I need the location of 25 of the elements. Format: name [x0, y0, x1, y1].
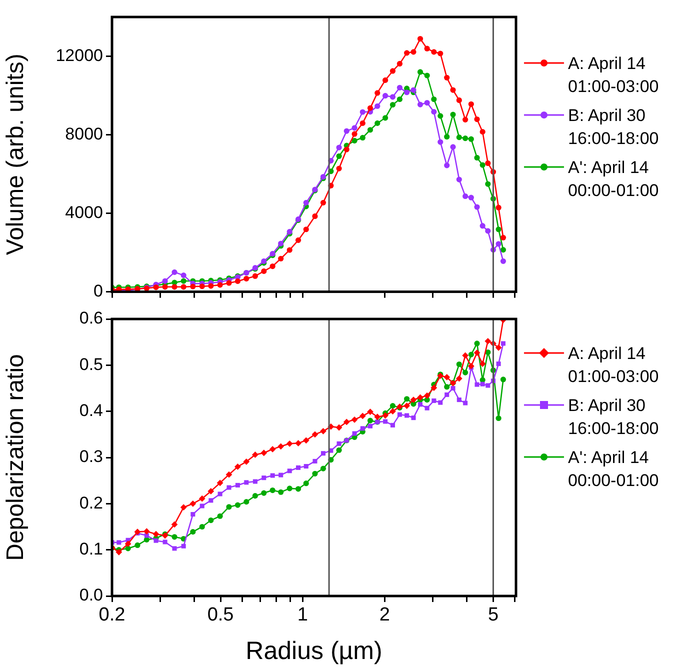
legend-label: B: April 30 16:00-18:00: [568, 105, 660, 150]
x-tick-label: 2: [379, 604, 390, 626]
y-tick-label: 0.2: [79, 493, 103, 512]
y-tick-label: 0.0: [79, 586, 103, 605]
legend-label: A': April 14 00:00-01:00: [568, 447, 660, 492]
y-axis-title: Volume (arb. units): [2, 54, 30, 256]
y-tick-label: 0: [94, 281, 103, 300]
legend-label: A': April 14 00:00-01:00: [568, 157, 660, 202]
y-tick-label: 0.3: [79, 447, 103, 466]
x-axis-title: Radius (µm): [246, 636, 382, 665]
x-tick-label: 1: [297, 604, 308, 626]
y-axis-title: Depolarization ratio: [2, 354, 30, 561]
y-tick-label: 0.5: [79, 354, 103, 374]
x-tick-label: 0.5: [207, 604, 234, 626]
x-tick-label: 0.2: [98, 604, 126, 626]
y-tick-label: 4000: [65, 202, 103, 222]
y-tick-label: 12000: [56, 46, 103, 65]
legend-label: A: April 14 01:00-03:00: [568, 343, 660, 388]
y-tick-label: 0.4: [79, 401, 103, 420]
y-tick-label: 0.6: [79, 308, 103, 328]
legend-label: B: April 30 16:00-18:00: [568, 395, 660, 440]
y-tick-label: 0.1: [79, 540, 103, 559]
x-tick-label: 5: [488, 604, 499, 626]
y-tick-label: 8000: [65, 124, 103, 144]
legend-label: A: April 14 01:00-03:00: [568, 53, 660, 98]
